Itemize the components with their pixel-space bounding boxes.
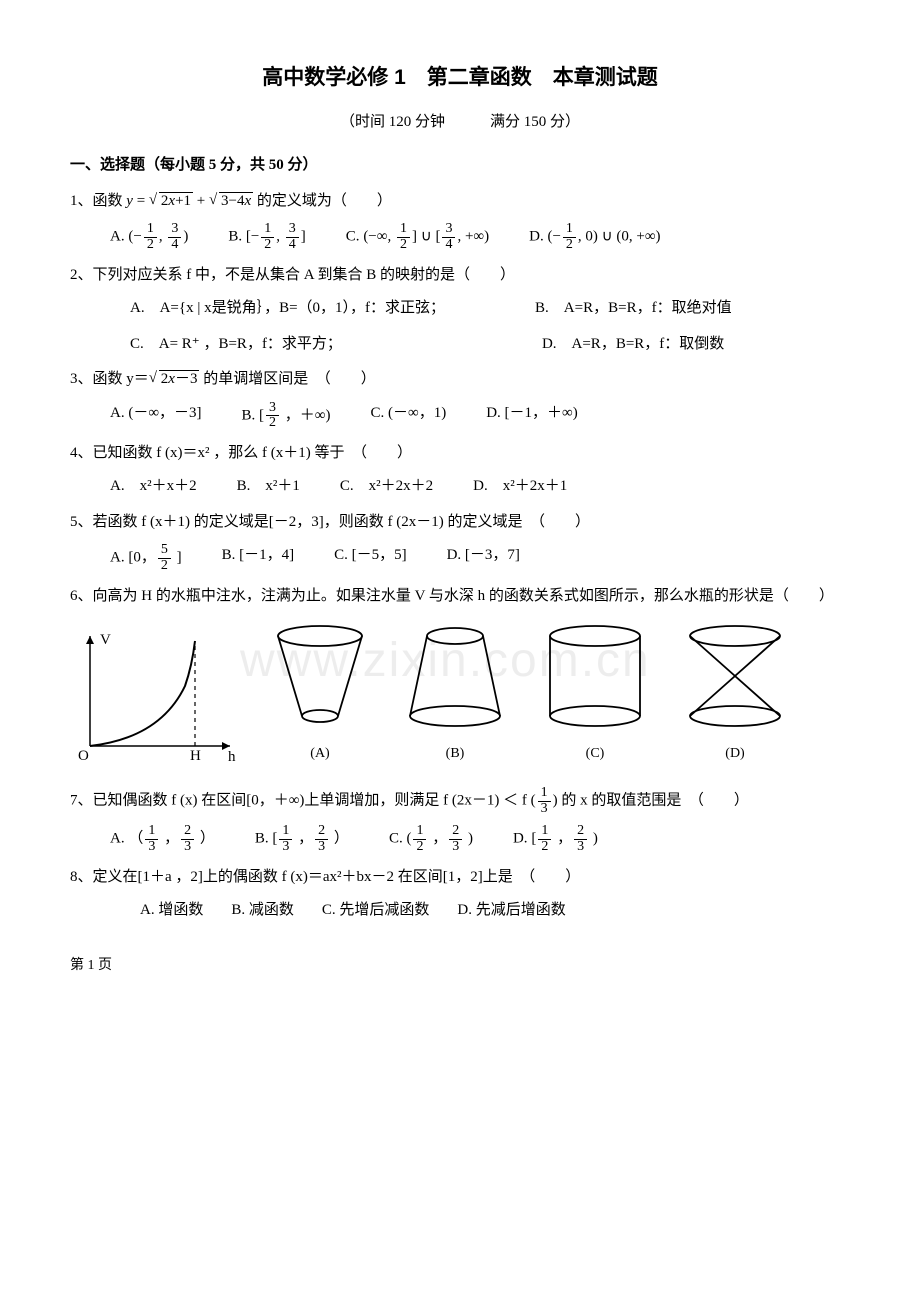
axis-o-label: O — [78, 748, 89, 764]
q8-opt-d: D. 先减后增函数 — [457, 898, 565, 924]
q1-stem-a: 1、函数 — [70, 193, 126, 209]
q2-opt-d: D. A=R，B=R，f：取倒数 — [542, 332, 724, 358]
q5-opt-c: C. [－5，5] — [334, 543, 407, 573]
page-subtitle: （时间 120 分钟 满分 150 分） — [70, 110, 850, 136]
q7-d-lbl: D. — [513, 831, 528, 847]
q5-opt-a: A. [0，52 ] — [110, 543, 182, 573]
q3-stem-a: 3、函数 y＝ — [70, 371, 149, 387]
q3-options: A. (－∞，－3] B. [32 ，＋∞) C. (－∞，1) D. [－1，… — [110, 401, 850, 431]
q4-opt-c: C. x²＋2x＋2 — [340, 474, 433, 500]
q3-opt-d: D. [－1，＋∞) — [486, 401, 578, 431]
q1-opt-d: D. (−12, 0) ∪ (0, +∞) — [529, 222, 660, 252]
q3-sqrt: 2x－3 — [149, 367, 200, 393]
page-title: 高中数学必修 1 第二章函数 本章测试题 — [70, 60, 850, 96]
q1-options: A. (−12, 34) B. [−12, 34] C. (−∞, 12] ∪ … — [110, 222, 850, 252]
q8-opt-b: B. 减函数 — [231, 898, 294, 924]
question-5: 5、若函数 f (x＋1) 的定义域是[－2，3]，则函数 f (2x－1) 的… — [70, 510, 850, 536]
q5-options: A. [0，52 ] B. [－1，4] C. [－5，5] D. [－3，7] — [110, 543, 850, 573]
q8-options: A. 增函数 B. 减函数 C. 先增后减函数 D. 先减后增函数 — [140, 898, 850, 924]
q2-opt-b: B. A=R，B=R，f：取绝对值 — [535, 296, 732, 322]
q7-a-lbl: A. — [110, 831, 125, 847]
q6-shape-d: (D) — [680, 621, 790, 766]
page-footer: 第 1 页 — [70, 954, 850, 978]
q3-opt-c: C. (－∞，1) — [371, 401, 447, 431]
q6-b-label: (B) — [400, 742, 510, 766]
q1-sqrt2: 3−4x — [209, 189, 253, 215]
q3-b-lbl: B. — [242, 407, 256, 423]
axis-h-label: h — [228, 749, 236, 765]
q5-opt-d: D. [－3，7] — [447, 543, 520, 573]
q2-opt-a: A. A={x | x是锐角｝，B=（0，1），f：求正弦； — [130, 296, 445, 322]
q7-stem-a: 7、已知偶函数 f (x) 在区间[0，＋∞)上单调增加，则满足 f (2x－1… — [70, 793, 536, 809]
q1-d-lbl: D. — [529, 229, 544, 245]
q6-d-label: (D) — [680, 742, 790, 766]
q2-options-row2: C. A= R⁺ ，B=R，f：求平方； D. A=R，B=R，f：取倒数 — [130, 332, 850, 358]
q1-b-lbl: B. — [228, 229, 242, 245]
q6-shape-c: (C) — [540, 621, 650, 766]
q3-opt-a: A. (－∞，－3] — [110, 401, 202, 431]
question-2: 2、下列对应关系 f 中，不是从集合 A 到集合 B 的映射的是（ ） — [70, 263, 850, 289]
q7-c-lbl: C. — [389, 831, 403, 847]
q4-options: A. x²＋x＋2 B. x²＋1 C. x²＋2x＋2 D. x²＋2x＋1 — [110, 474, 850, 500]
axis-v-label: V — [100, 632, 111, 648]
q7-b-lbl: B. — [255, 831, 269, 847]
q5-a-lbl: A. — [110, 550, 125, 566]
q7-stem-b: ) 的 x 的取值范围是 （ ） — [553, 793, 749, 809]
q4-opt-b: B. x²＋1 — [237, 474, 300, 500]
question-1: 1、函数 y = 2x+1 + 3−4x 的定义域为（ ） — [70, 189, 850, 215]
q6-shape-a: (A) — [270, 621, 370, 766]
q1-stem-b: 的定义域为（ ） — [257, 193, 392, 209]
question-6: 6、向高为 H 的水瓶中注水，注满为止。如果注水量 V 与水深 h 的函数关系式… — [70, 584, 850, 610]
q1-c-lbl: C. — [346, 229, 360, 245]
question-3: 3、函数 y＝2x－3 的单调增区间是 （ ） — [70, 367, 850, 393]
q8-opt-c: C. 先增后减函数 — [322, 898, 430, 924]
question-7: 7、已知偶函数 f (x) 在区间[0，＋∞)上单调增加，则满足 f (2x－1… — [70, 786, 850, 816]
q7-opt-a: A. （13 ，23 ） — [110, 824, 215, 854]
q6-a-label: (A) — [270, 742, 370, 766]
q1-a-lbl: A. — [110, 229, 125, 245]
q1-func: y — [126, 193, 133, 209]
q2-opt-c: C. A= R⁺ ，B=R，f：求平方； — [130, 332, 342, 358]
q6-graph: V h O H — [70, 626, 240, 766]
question-8: 8、定义在[1＋a ，2]上的偶函数 f (x)＝ax²＋bx－2 在区间[1，… — [70, 865, 850, 891]
q1-sqrt1: 2x+1 — [149, 189, 193, 215]
q7-opt-d: D. [12 ，23 ) — [513, 824, 598, 854]
q7-opt-b: B. [13 ，23 ） — [255, 824, 349, 854]
section-1-header: 一、选择题（每小题 5 分，共 50 分） — [70, 153, 850, 179]
q3-opt-b: B. [32 ，＋∞) — [242, 401, 331, 431]
q5-opt-b: B. [－1，4] — [222, 543, 295, 573]
q7-options: A. （13 ，23 ） B. [13 ，23 ） C. (12 ，23 ) D… — [110, 824, 850, 854]
q3-stem-b: 的单调增区间是 （ ） — [199, 371, 375, 387]
q8-opt-a: A. 增函数 — [140, 898, 203, 924]
q7-opt-c: C. (12 ，23 ) — [389, 824, 473, 854]
q6-shape-b: (B) — [400, 621, 510, 766]
q1-opt-b: B. [−12, 34] — [228, 222, 305, 252]
q4-opt-d: D. x²＋2x＋1 — [473, 474, 567, 500]
q1-opt-a: A. (−12, 34) — [110, 222, 188, 252]
q2-options-row1: A. A={x | x是锐角｝，B=（0，1），f：求正弦； B. A=R，B=… — [130, 296, 850, 322]
q6-c-label: (C) — [540, 742, 650, 766]
q6-figures: V h O H (A) (B) (C) — [70, 621, 850, 766]
question-4: 4、已知函数 f (x)＝x² ，那么 f (x＋1) 等于 （ ） — [70, 441, 850, 467]
q1-opt-c: C. (−∞, 12] ∪ [34, +∞) — [346, 222, 489, 252]
axis-H-label: H — [190, 748, 201, 764]
q4-opt-a: A. x²＋x＋2 — [110, 474, 197, 500]
